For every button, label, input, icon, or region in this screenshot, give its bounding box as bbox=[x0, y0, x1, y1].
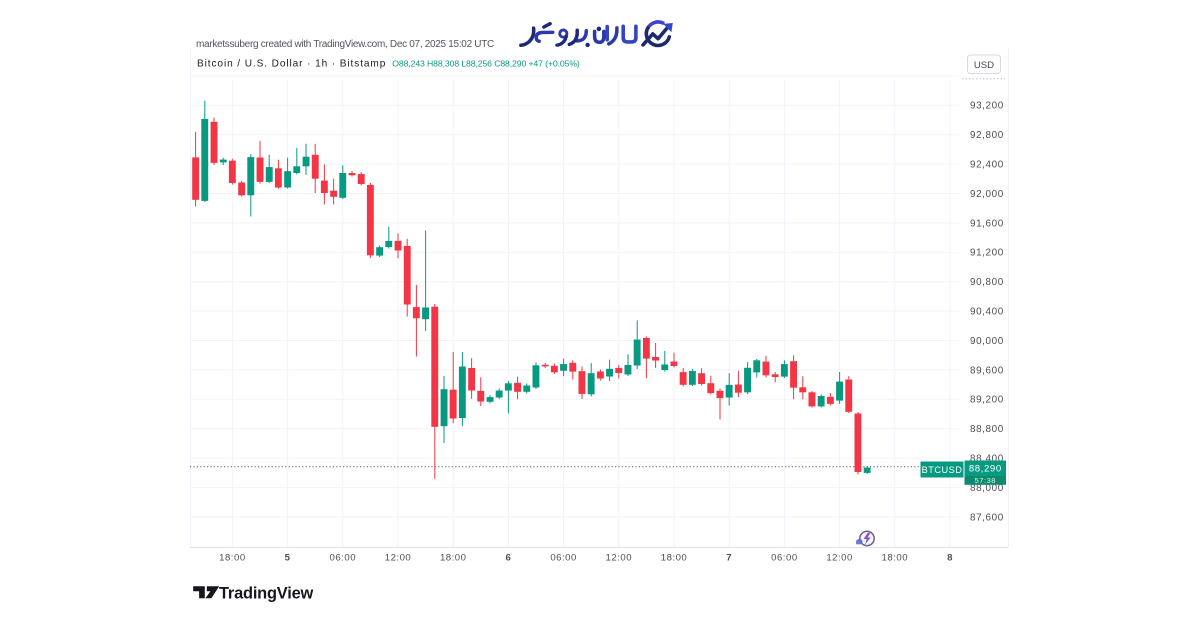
svg-text:6: 6 bbox=[505, 553, 511, 564]
svg-text:TradingView: TradingView bbox=[219, 584, 313, 602]
svg-text:marketssuberg created with Tra: marketssuberg created with TradingView.c… bbox=[196, 39, 494, 50]
svg-text:90,800: 90,800 bbox=[970, 277, 1004, 288]
svg-text:88,290: 88,290 bbox=[969, 464, 1002, 475]
svg-text:8: 8 bbox=[947, 553, 953, 564]
svg-text:18:00: 18:00 bbox=[661, 553, 688, 564]
svg-text:90,400: 90,400 bbox=[970, 307, 1004, 318]
svg-text:92,400: 92,400 bbox=[970, 160, 1004, 171]
svg-text:06:00: 06:00 bbox=[771, 553, 798, 564]
svg-text:88,000: 88,000 bbox=[970, 483, 1004, 494]
svg-text:91,600: 91,600 bbox=[970, 218, 1004, 229]
svg-text:06:00: 06:00 bbox=[550, 553, 577, 564]
svg-text:18:00: 18:00 bbox=[882, 553, 909, 564]
svg-text:89,200: 89,200 bbox=[970, 395, 1004, 406]
svg-text:USD: USD bbox=[974, 60, 994, 71]
svg-text:18:00: 18:00 bbox=[440, 553, 467, 564]
svg-text:90,000: 90,000 bbox=[970, 336, 1004, 347]
svg-text:87,600: 87,600 bbox=[970, 512, 1004, 523]
svg-text:92,800: 92,800 bbox=[970, 130, 1004, 141]
svg-text:88,400: 88,400 bbox=[970, 454, 1004, 465]
svg-text:12:00: 12:00 bbox=[385, 553, 412, 564]
svg-text:18:00: 18:00 bbox=[219, 553, 246, 564]
svg-text:7: 7 bbox=[726, 553, 732, 564]
svg-text:12:00: 12:00 bbox=[606, 553, 633, 564]
svg-text:88,800: 88,800 bbox=[970, 424, 1004, 435]
svg-text:93,200: 93,200 bbox=[970, 101, 1004, 112]
svg-text:57:38: 57:38 bbox=[975, 476, 997, 485]
svg-text:BTCUSD: BTCUSD bbox=[922, 465, 963, 475]
svg-text:91,200: 91,200 bbox=[970, 248, 1004, 259]
svg-text:5: 5 bbox=[285, 553, 291, 564]
svg-text:12:00: 12:00 bbox=[826, 553, 853, 564]
svg-text:92,000: 92,000 bbox=[970, 189, 1004, 200]
svg-text:89,600: 89,600 bbox=[970, 365, 1004, 376]
svg-text:06:00: 06:00 bbox=[330, 553, 357, 564]
